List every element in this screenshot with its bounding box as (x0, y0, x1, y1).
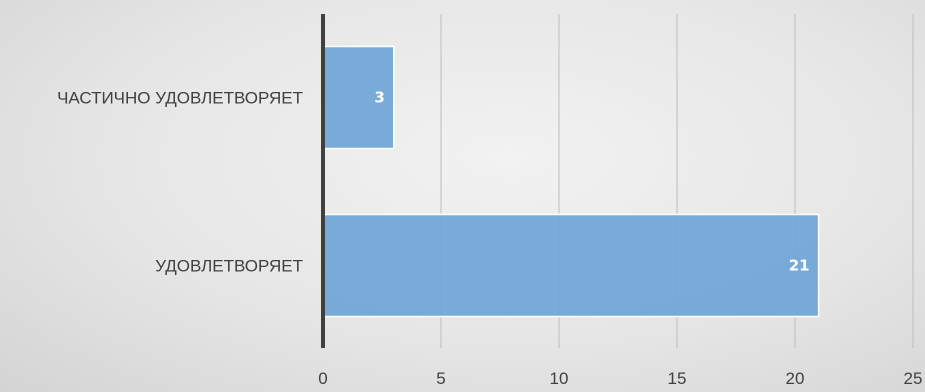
category-label-2: УДОВЛЕТВОРЯЕТ (155, 257, 303, 276)
tick-label-5: 5 (436, 369, 445, 388)
tick-label-15: 15 (668, 369, 687, 388)
tick-label-0: 0 (318, 369, 327, 388)
tick-label-10: 10 (550, 369, 569, 388)
data-label-1: 3 (374, 89, 384, 107)
tick-label-20: 20 (786, 369, 805, 388)
bar-2 (323, 215, 819, 317)
tick-label-25: 25 (904, 369, 923, 388)
value-axis-tick-labels: 0 5 10 15 20 25 (318, 369, 922, 388)
bars (323, 47, 819, 317)
category-label-1: ЧАСТИЧНО УДОВЛЕТВОРЯЕТ (57, 89, 303, 108)
data-label-2: 21 (789, 257, 810, 275)
category-labels: ЧАСТИЧНО УДОВЛЕТВОРЯЕТ УДОВЛЕТВОРЯЕТ (57, 89, 303, 276)
